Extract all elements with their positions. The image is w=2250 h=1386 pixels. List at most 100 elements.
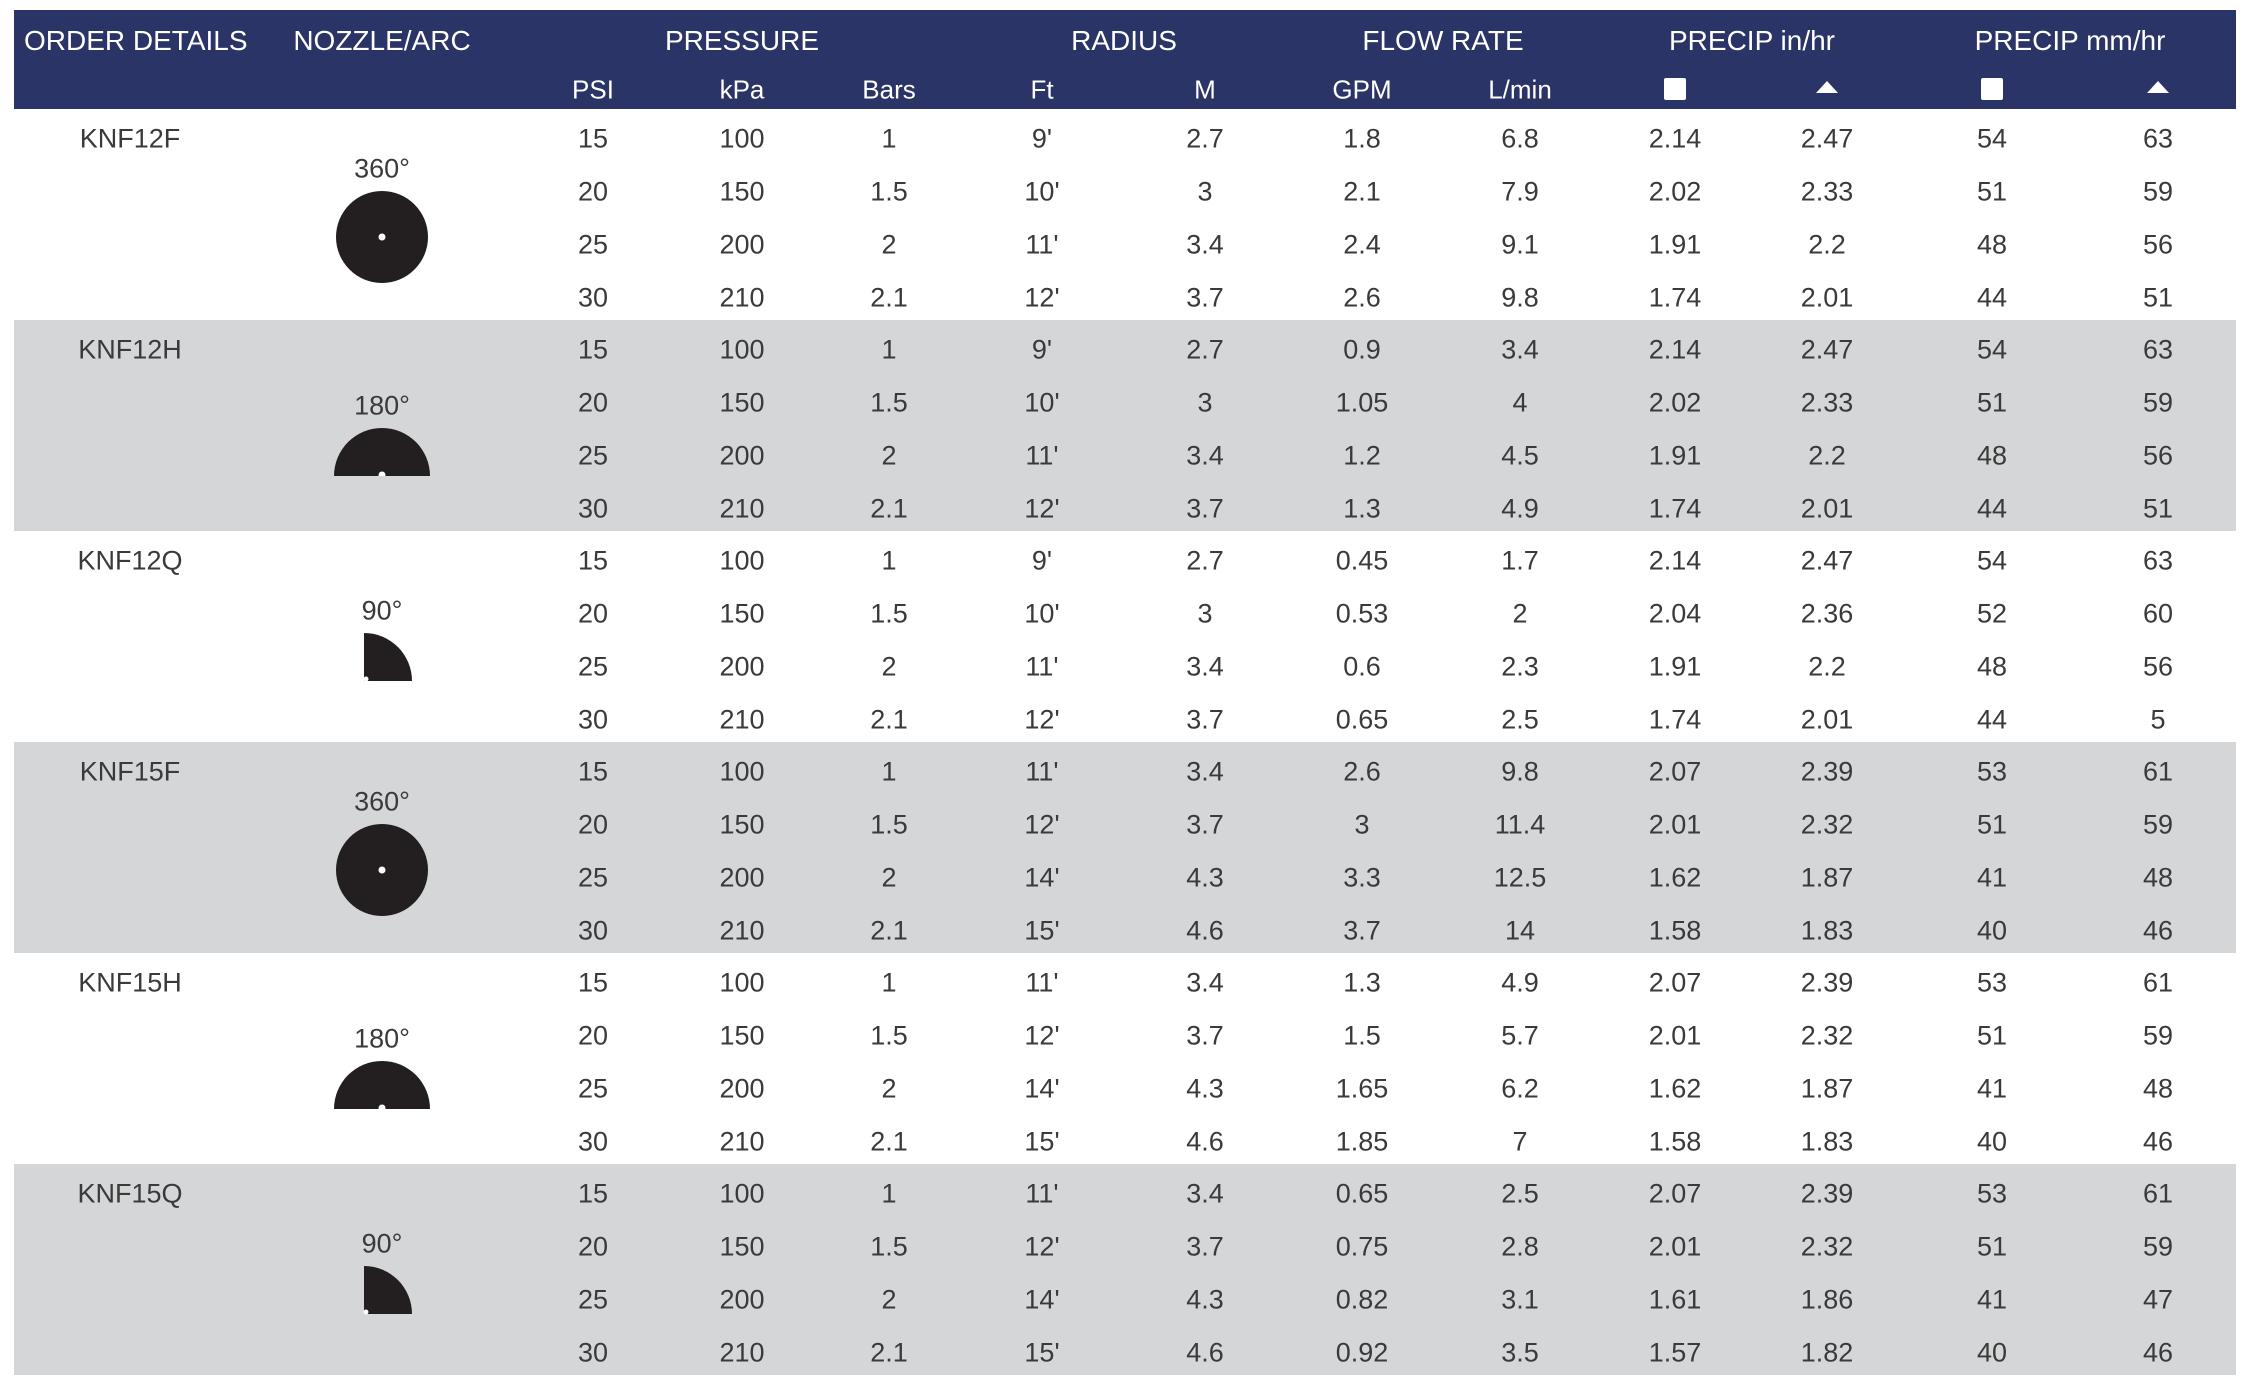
cell-bars: 2 [881,229,897,260]
cell-psi: 25 [577,229,609,260]
model-group: KNF12Q 90° 15 100 1 9' 2.7 0.45 1.7 2.14 2.47 54 63 2… [14,531,2236,742]
cell-precip-mm-square: 53 [1976,967,2008,998]
cell-precip-mm-triangle: 46 [2142,1337,2174,1368]
cell-bars: 2.1 [870,1337,908,1368]
cell-precip-mm-square: 44 [1976,282,2008,313]
cell-precip-mm-triangle: 59 [2142,176,2174,207]
cell-psi: 25 [577,1073,609,1104]
arc-degrees: 360° [354,786,410,817]
cell-precip-mm-square: 44 [1976,704,2008,735]
cell-precip-mm-square: 52 [1976,598,2008,629]
model-group: KNF15F 360° 15 100 1 11' 3.4 2.6 9.8 2.07 2.39 53 61… [14,742,2236,953]
cell-lmin: 6.8 [1501,123,1539,154]
cell-psi: 15 [577,123,609,154]
header-precip-in: PRECIP in/hr [1669,25,1835,56]
cell-precip-mm-triangle: 59 [2142,387,2174,418]
cell-precip-mm-square: 40 [1976,915,2008,946]
cell-precip-in-square: 1.74 [1648,282,1702,313]
cell-psi: 30 [577,704,609,735]
table-header: ORDER DETAILS NOZZLE/ARC PRESSURE RADIUS… [14,10,2236,109]
cell-bars: 2.1 [870,493,908,524]
cell-radius-ft: 11' [1025,1178,1059,1209]
half-circle-icon [332,426,432,481]
cell-radius-m: 4.3 [1186,1073,1224,1104]
cell-precip-mm-square: 54 [1976,545,2008,576]
cell-radius-ft: 15' [1024,1126,1060,1157]
cell-psi: 20 [577,598,609,629]
cell-precip-in-triangle: 2.39 [1800,756,1854,787]
header-radius: RADIUS [1071,25,1177,56]
cell-precip-in-triangle: 2.33 [1800,176,1854,207]
cell-bars: 2.1 [870,1126,908,1157]
cell-radius-ft: 10' [1024,598,1060,629]
cell-precip-mm-triangle: 61 [2142,756,2174,787]
cell-gpm: 2.1 [1343,176,1381,207]
cell-precip-in-square: 1.57 [1648,1337,1702,1368]
cell-gpm: 0.9 [1343,334,1381,365]
cell-radius-ft: 15' [1024,915,1060,946]
cell-kpa: 210 [719,915,765,946]
cell-precip-in-square: 1.74 [1648,493,1702,524]
cell-psi: 15 [577,334,609,365]
cell-kpa: 100 [719,756,765,787]
cell-radius-ft: 12' [1024,493,1060,524]
cell-radius-ft: 11' [1025,651,1059,682]
cell-precip-mm-square: 53 [1976,1178,2008,1209]
cell-precip-in-triangle: 2.01 [1800,704,1854,735]
model-name: KNF12Q [77,545,183,576]
full-circle-icon [334,189,430,290]
cell-psi: 30 [577,282,609,313]
header-pressure: PRESSURE [664,25,820,56]
cell-kpa: 150 [719,809,765,840]
cell-psi: 30 [577,1337,609,1368]
cell-radius-m: 3.7 [1186,493,1224,524]
cell-bars: 1.5 [870,1020,908,1051]
cell-kpa: 150 [719,1020,765,1051]
cell-precip-mm-triangle: 59 [2142,1231,2174,1262]
cell-kpa: 200 [719,1073,765,1104]
cell-precip-in-square: 2.02 [1648,176,1702,207]
cell-gpm: 0.53 [1335,598,1389,629]
cell-precip-in-triangle: 2.39 [1800,1178,1854,1209]
model-name: KNF15Q [77,1178,183,1209]
header-nozzle-arc: NOZZLE/ARC [293,25,471,56]
cell-bars: 2 [881,1284,897,1315]
cell-precip-mm-triangle: 63 [2142,123,2174,154]
cell-precip-in-square: 2.07 [1648,756,1702,787]
cell-precip-mm-square: 51 [1976,387,2008,418]
cell-precip-mm-triangle: 5 [2150,704,2166,735]
cell-precip-mm-triangle: 60 [2142,598,2174,629]
cell-precip-in-square: 2.14 [1648,334,1702,365]
cell-psi: 30 [577,493,609,524]
cell-bars: 2.1 [870,704,908,735]
cell-radius-ft: 14' [1024,1284,1060,1315]
cell-bars: 1.5 [870,176,908,207]
subheader-bars: Bars [862,74,916,105]
cell-precip-in-triangle: 2.47 [1800,545,1854,576]
cell-kpa: 100 [719,545,765,576]
subheader-kpa: kPa [719,74,765,105]
cell-radius-ft: 9' [1031,123,1053,154]
cell-radius-m: 3.4 [1186,967,1224,998]
arc-degrees: 90° [361,1228,403,1259]
cell-precip-in-square: 1.62 [1648,862,1702,893]
subheader-lmin: L/min [1488,74,1552,105]
cell-radius-m: 3.4 [1186,651,1224,682]
model-name: KNF15F [79,756,181,787]
model-group: KNF12H 180° 15 100 1 9' 2.7 0.9 3.4 2.14 2.47 54 63 2… [14,320,2236,531]
cell-gpm: 0.65 [1335,1178,1389,1209]
cell-lmin: 9.8 [1501,282,1539,313]
cell-gpm: 3.3 [1343,862,1381,893]
cell-lmin: 7 [1512,1126,1528,1157]
header-precip-mm: PRECIP mm/hr [1974,25,2166,56]
cell-radius-m: 2.7 [1186,545,1224,576]
cell-lmin: 4.9 [1501,967,1539,998]
cell-precip-mm-square: 48 [1976,651,2008,682]
cell-precip-in-triangle: 2.39 [1800,967,1854,998]
cell-psi: 20 [577,176,609,207]
cell-precip-in-triangle: 2.32 [1800,809,1854,840]
cell-precip-mm-triangle: 63 [2142,545,2174,576]
cell-lmin: 2 [1512,598,1528,629]
cell-lmin: 4.5 [1501,440,1539,471]
cell-precip-in-triangle: 2.33 [1800,387,1854,418]
